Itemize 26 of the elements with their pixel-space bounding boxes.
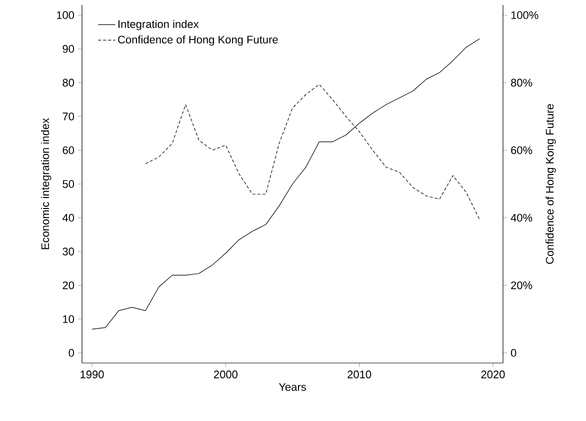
x-axis-title: Years xyxy=(278,383,306,391)
y2-tick-label: 20% xyxy=(511,281,532,290)
y-tick-label: 70 xyxy=(62,112,74,120)
y-tick-label: 20 xyxy=(62,281,74,290)
y-tick-label: 100 xyxy=(56,11,74,20)
y2-axis-title: Confidence of Hong Kong Future xyxy=(546,104,556,264)
y-tick-label: 10 xyxy=(63,315,74,323)
legend-label: Integration index xyxy=(118,20,199,30)
x-tick-label: 2010 xyxy=(348,370,372,378)
x-tick-label: 2020 xyxy=(481,370,505,378)
y-tick-label: 50 xyxy=(62,180,74,188)
y-axis-title: Economic integration index xyxy=(41,118,52,250)
y-tick-label: 60 xyxy=(62,146,74,154)
y-tick-label: 40 xyxy=(62,214,74,222)
x-tick-label: 2000 xyxy=(214,370,238,378)
y2-tick-label: 40% xyxy=(510,214,532,222)
x-tick-label: 1990 xyxy=(80,370,104,378)
y-tick-label: 30 xyxy=(62,248,74,256)
y2-tick-label: 80% xyxy=(511,78,532,87)
y-tick-label: 80 xyxy=(62,78,74,87)
y-tick-label: 0 xyxy=(68,348,74,357)
y-tick-label: 90 xyxy=(62,45,74,53)
legend-label: Confidence of Hong Kong Future xyxy=(118,35,278,46)
y2-tick-label: 60% xyxy=(511,146,532,154)
y2-tick-label: 0 xyxy=(510,348,516,357)
y2-tick-label: 100% xyxy=(511,11,538,20)
